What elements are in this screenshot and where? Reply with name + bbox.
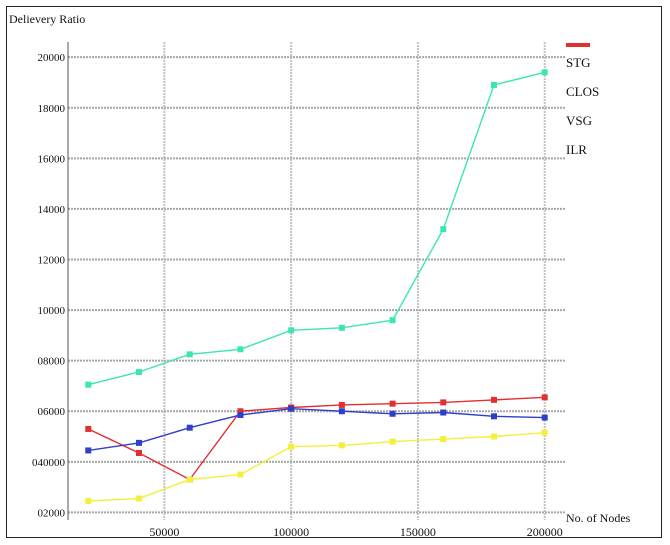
data-point-ilr <box>237 346 244 353</box>
data-point-clos <box>389 410 396 417</box>
data-point-ilr <box>288 327 295 334</box>
y-axis-title: Delievery Ratio <box>9 12 85 26</box>
y-tick-label: 20000 <box>38 52 66 64</box>
y-tick-label: 16000 <box>38 153 66 165</box>
data-point-stg <box>338 401 345 408</box>
y-tick-label: 08000 <box>38 356 66 368</box>
data-point-clos <box>440 409 447 416</box>
data-point-vsg <box>491 433 497 440</box>
data-point-ilr <box>338 324 345 331</box>
data-point-ilr <box>136 369 142 376</box>
y-tick-label: 12000 <box>38 255 66 267</box>
data-point-clos <box>541 414 548 421</box>
series-line-vsg <box>88 432 545 502</box>
data-point-stg <box>389 400 396 407</box>
data-point-vsg <box>440 436 447 443</box>
legend-label-stg: STG <box>566 55 591 70</box>
data-point-clos <box>237 412 244 419</box>
x-tick-label: 100000 <box>273 525 309 539</box>
data-point-ilr <box>85 381 92 388</box>
data-point-vsg <box>389 438 396 445</box>
data-point-vsg <box>541 429 548 436</box>
y-tick-label: 14000 <box>38 204 66 216</box>
data-point-vsg <box>288 443 295 450</box>
legend-label-clos: CLOS <box>566 84 599 99</box>
x-tick-label: 50000 <box>149 525 179 539</box>
data-point-stg <box>491 396 497 403</box>
data-point-clos <box>491 413 497 420</box>
legend-label-ilr: ILR <box>566 142 587 157</box>
data-point-vsg <box>136 495 142 502</box>
series-line-ilr <box>88 71 545 386</box>
x-tick-label: 150000 <box>400 525 436 539</box>
y-tick-label: 06000 <box>38 406 66 418</box>
y-tick-label: 18000 <box>38 103 66 115</box>
data-point-ilr <box>541 69 548 76</box>
data-point-clos <box>85 447 92 454</box>
data-point-clos <box>338 408 345 415</box>
x-tick-label: 200000 <box>527 525 563 539</box>
y-tick-label: 02000 <box>38 507 66 519</box>
x-axis-title: No. of Nodes <box>566 511 631 525</box>
data-point-stg <box>136 449 142 456</box>
data-point-ilr <box>389 317 396 324</box>
data-point-clos <box>288 405 295 412</box>
data-point-clos <box>186 424 193 431</box>
data-point-ilr <box>491 81 497 88</box>
chart-frame <box>6 6 662 538</box>
data-point-vsg <box>338 442 345 449</box>
data-point-clos <box>136 439 142 446</box>
data-point-ilr <box>440 226 447 233</box>
y-tick-label: 040000 <box>32 457 66 469</box>
data-point-vsg <box>85 498 92 505</box>
data-point-vsg <box>186 476 193 483</box>
y-tick-label: 10000 <box>38 305 66 317</box>
data-point-vsg <box>237 471 244 478</box>
legend-label-vsg: VSG <box>566 113 592 128</box>
series-line-stg <box>88 396 545 481</box>
data-point-stg <box>440 399 447 406</box>
data-point-stg <box>237 408 244 415</box>
legend-swatch-stg <box>566 43 590 47</box>
data-point-stg <box>85 425 92 432</box>
data-point-ilr <box>186 351 193 358</box>
data-point-stg <box>541 394 548 401</box>
series-line-clos <box>88 407 545 452</box>
